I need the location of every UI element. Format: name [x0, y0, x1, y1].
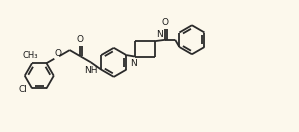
Text: O: O: [162, 18, 169, 27]
Text: CH₃: CH₃: [23, 51, 38, 60]
Text: N: N: [156, 30, 163, 39]
Text: Cl: Cl: [18, 85, 27, 94]
Text: N: N: [130, 59, 137, 68]
Text: NH: NH: [84, 66, 98, 75]
Text: O: O: [55, 50, 62, 58]
Text: O: O: [77, 35, 84, 44]
